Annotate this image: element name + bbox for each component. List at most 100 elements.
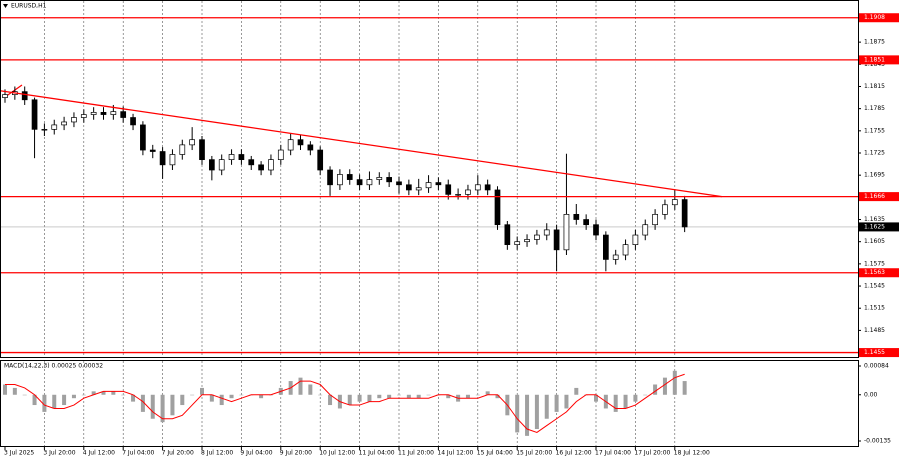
x-tick-label: 17 Jul 20:00 xyxy=(634,450,670,457)
level-label: 1.1455 xyxy=(864,349,885,356)
x-tick-label: 11 Jul 20:00 xyxy=(398,450,434,457)
candle-body xyxy=(307,144,314,151)
macd-bar xyxy=(564,394,569,409)
macd-bar xyxy=(534,394,539,430)
candle-body xyxy=(41,128,48,131)
macd-bar xyxy=(131,394,136,402)
candle-body xyxy=(51,124,58,130)
current-price-box xyxy=(859,222,899,232)
candle-body xyxy=(445,184,452,195)
macd-bar xyxy=(426,394,431,396)
y-tick-label: 1.1755 xyxy=(864,127,885,134)
macd-bar xyxy=(62,394,67,406)
candle-body xyxy=(80,114,87,118)
macd-bar xyxy=(200,387,204,395)
candle-body xyxy=(573,213,580,220)
candle-body xyxy=(396,181,402,186)
macd-bar xyxy=(633,394,638,402)
macd-panel xyxy=(0,360,859,447)
macd-bar xyxy=(406,394,411,399)
macd-bar xyxy=(682,381,687,395)
candle-body xyxy=(494,189,501,226)
candle-body xyxy=(612,254,619,260)
x-tick-label: 16 Jul 12:00 xyxy=(556,450,592,457)
level-label-box xyxy=(859,192,899,202)
candle-body xyxy=(514,241,521,246)
macd-bar xyxy=(495,394,500,399)
candle-body xyxy=(100,111,107,115)
macd-bar xyxy=(101,391,106,395)
candle-body xyxy=(130,117,136,126)
macd-bar xyxy=(209,394,214,402)
x-tick-label: 8 Jul 12:00 xyxy=(201,450,233,457)
candle-body xyxy=(474,184,481,191)
current-price-label: 1.1625 xyxy=(864,223,885,230)
candle-body xyxy=(622,244,629,256)
macd-bar xyxy=(180,394,185,406)
macd-y-tick-label: 0.00 xyxy=(864,391,878,398)
x-tick-label: 18 Jul 12:00 xyxy=(674,450,710,457)
macd-signal-line xyxy=(5,373,685,433)
macd-bar xyxy=(574,387,579,395)
macd-y-tick-label: -0.00135 xyxy=(864,438,891,445)
macd-bar xyxy=(298,377,303,395)
symbol-menu-icon[interactable] xyxy=(3,4,8,8)
macd-bar xyxy=(71,394,76,399)
macd-bar xyxy=(367,394,372,402)
candle-body xyxy=(159,151,166,166)
macd-bar xyxy=(219,394,224,406)
candle-body xyxy=(238,154,245,161)
y-tick-label: 1.1695 xyxy=(864,172,885,179)
macd-bar xyxy=(91,391,96,395)
macd-bar xyxy=(347,394,352,406)
candle-body xyxy=(31,99,38,130)
candle-body xyxy=(681,199,688,228)
macd-bar xyxy=(515,394,520,433)
candle-body xyxy=(593,224,599,236)
y-tick-label: 1.1605 xyxy=(864,238,885,245)
candle-body xyxy=(455,194,461,196)
macd-bar xyxy=(397,394,401,396)
macd-bar xyxy=(485,391,490,395)
candle-body xyxy=(583,219,590,226)
x-tick-label: 7 Jul 04:00 xyxy=(122,450,154,457)
candle-body xyxy=(386,177,392,183)
candle-body xyxy=(287,139,294,151)
y-tick-label: 1.1515 xyxy=(864,305,885,312)
macd-bar xyxy=(672,370,677,395)
x-tick-label: 11 Jul 04:00 xyxy=(359,450,395,457)
macd-y-tick-label: 0.00084 xyxy=(864,363,889,370)
macd-bar xyxy=(160,394,165,423)
trendline xyxy=(0,90,723,198)
candle-body xyxy=(110,111,117,115)
macd-bar xyxy=(81,394,86,396)
macd-bar xyxy=(525,394,530,436)
y-tick-label: 1.1875 xyxy=(864,39,885,46)
macd-bar xyxy=(623,394,628,409)
candle-body xyxy=(90,111,97,115)
candle-body xyxy=(543,229,550,236)
macd-bar xyxy=(594,394,598,402)
x-tick-label: 3 Jul 20:00 xyxy=(43,450,75,457)
candle-body xyxy=(652,213,658,226)
y-tick-label: 1.1815 xyxy=(864,83,885,90)
candle-body xyxy=(2,94,8,98)
macd-bar xyxy=(475,394,480,396)
candle-body xyxy=(524,239,530,243)
candle-body xyxy=(406,184,412,191)
candle-body xyxy=(169,154,176,166)
x-tick-label: 9 Jul 04:00 xyxy=(240,450,272,457)
macd-bar xyxy=(12,387,17,395)
candle-body xyxy=(277,149,284,161)
candle-body xyxy=(140,124,146,151)
candle-body xyxy=(179,144,186,155)
candle-body xyxy=(327,169,333,186)
x-tick-label: 15 Jul 20:00 xyxy=(516,450,552,457)
macd-bar xyxy=(259,394,264,399)
macd-bar xyxy=(416,394,421,399)
candle-body xyxy=(356,179,363,186)
candle-body xyxy=(258,164,264,171)
level-label: 1.1563 xyxy=(864,269,885,276)
candle-body xyxy=(268,159,274,171)
